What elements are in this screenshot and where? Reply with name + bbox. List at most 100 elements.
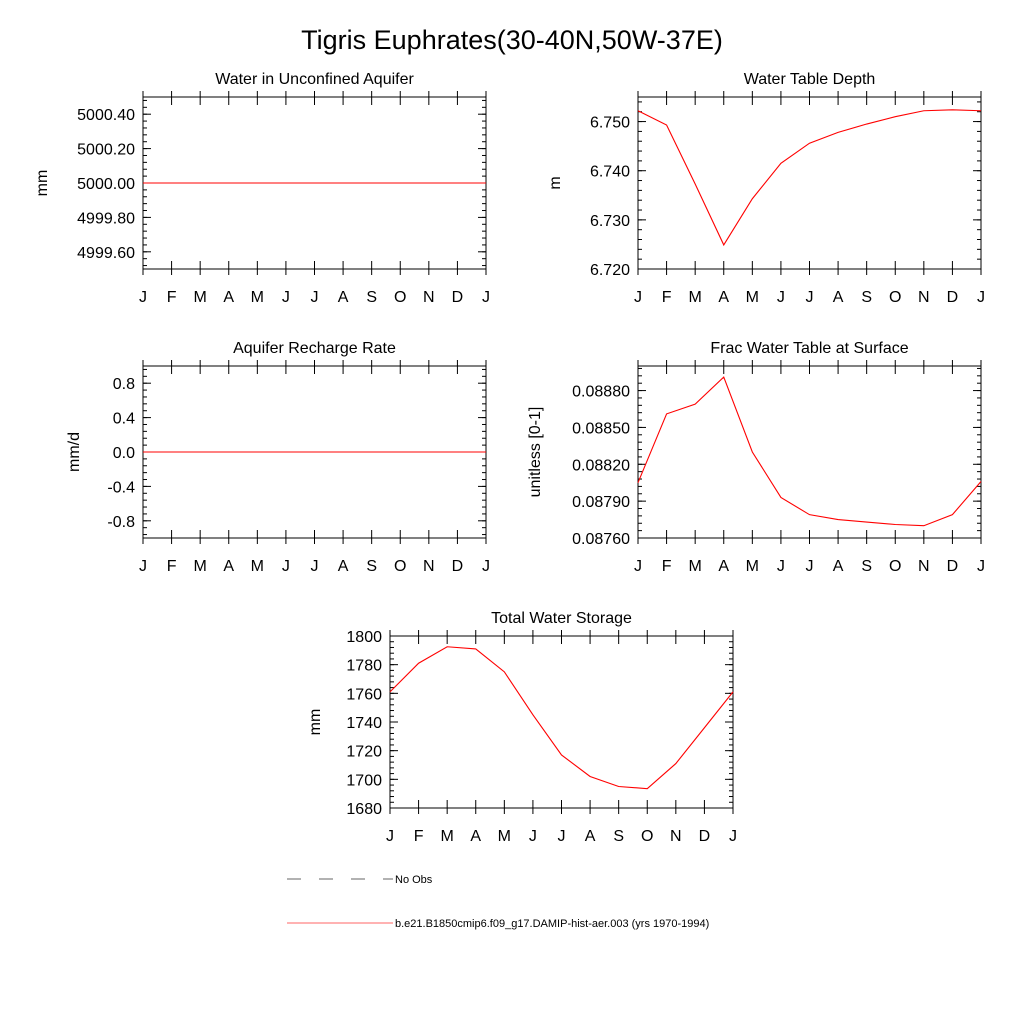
x-tick-label: A: [833, 558, 844, 575]
x-tick-label: M: [441, 828, 454, 845]
x-tick-label: N: [423, 289, 435, 306]
x-tick-label: J: [777, 558, 785, 575]
x-tick-label: S: [366, 289, 377, 306]
y-tick-label: 6.750: [590, 115, 630, 132]
x-tick-label: M: [498, 828, 511, 845]
y-tick-label: 1700: [346, 772, 382, 789]
x-tick-label: O: [394, 289, 406, 306]
legend-entry-2: b.e21.B1850cmip6.f09_g17.DAMIP-hist-aer.…: [287, 918, 709, 930]
plot-frame: [637, 365, 982, 539]
x-tick-label: J: [634, 558, 642, 575]
series-line: [637, 109, 982, 247]
y-tick-label: 5000.20: [77, 142, 135, 159]
x-tick-label: J: [977, 558, 985, 575]
y-tick-label: 1720: [346, 744, 382, 761]
x-tick-label: M: [689, 289, 702, 306]
x-tick-label: J: [729, 828, 737, 845]
chart-panel-5: J F M A M J J A S O N D J168017001720174017601780180…: [307, 610, 737, 845]
y-tick-label: 1780: [346, 658, 382, 675]
x-tick-label: J: [482, 558, 490, 575]
x-tick-label: J: [977, 289, 985, 306]
panel-title: Water in Unconfined Aquifer: [215, 71, 414, 88]
x-tick-label: A: [223, 289, 234, 306]
x-tick-label: M: [251, 289, 264, 306]
x-tick-label: J: [634, 289, 642, 306]
x-tick-label: F: [167, 558, 177, 575]
x-tick-label: N: [918, 289, 930, 306]
y-tick-label: 4999.60: [77, 245, 135, 262]
x-tick-label: J: [139, 558, 147, 575]
legend-label: No Obs: [395, 874, 433, 886]
x-tick-label: S: [861, 289, 872, 306]
x-tick-label: J: [777, 289, 785, 306]
plot-frame: [389, 635, 734, 809]
y-tick-label: 0.08880: [572, 384, 630, 401]
x-tick-label: A: [585, 828, 596, 845]
x-tick-label: A: [338, 289, 349, 306]
y-tick-label: 0.08850: [572, 420, 630, 437]
series-line: [637, 376, 982, 527]
x-tick-label: J: [386, 828, 394, 845]
x-tick-label: N: [918, 558, 930, 575]
x-tick-label: J: [139, 289, 147, 306]
chart-panels: J F M A M J J A S O N D J4999.604999.805000.005000.2…: [34, 71, 985, 845]
y-tick-label: 1680: [346, 801, 382, 818]
x-tick-label: J: [282, 558, 290, 575]
x-tick-label: N: [670, 828, 682, 845]
y-axis-label: mm: [34, 170, 51, 197]
y-tick-label: 1740: [346, 715, 382, 732]
x-tick-label: J: [311, 289, 319, 306]
x-tick-label: F: [662, 289, 672, 306]
x-tick-label: F: [662, 558, 672, 575]
legend-entry-1: No Obs: [287, 874, 433, 886]
x-tick-label: A: [223, 558, 234, 575]
y-tick-label: 0.4: [113, 411, 135, 428]
x-tick-label: F: [414, 828, 424, 845]
y-axis-label: m: [547, 176, 564, 189]
panel-title: Frac Water Table at Surface: [710, 340, 908, 357]
y-tick-label: 0.08760: [572, 531, 630, 548]
x-tick-label: O: [641, 828, 653, 845]
legend-label: b.e21.B1850cmip6.f09_g17.DAMIP-hist-aer.…: [395, 918, 709, 930]
y-axis-label: mm/d: [66, 432, 83, 472]
y-axis-label: mm: [307, 709, 324, 736]
panel-title: Water Table Depth: [744, 71, 876, 88]
x-tick-label: O: [394, 558, 406, 575]
x-tick-label: S: [366, 558, 377, 575]
y-tick-label: 6.740: [590, 164, 630, 181]
x-tick-label: D: [947, 558, 959, 575]
panel-title: Aquifer Recharge Rate: [233, 340, 396, 357]
x-tick-label: J: [311, 558, 319, 575]
series-line: [389, 646, 734, 790]
x-tick-label: M: [194, 558, 207, 575]
x-tick-label: D: [699, 828, 711, 845]
y-tick-label: -0.8: [107, 514, 135, 531]
y-tick-label: 1800: [346, 629, 382, 646]
y-tick-label: 5000.40: [77, 107, 135, 124]
y-tick-label: 6.730: [590, 213, 630, 230]
y-tick-label: 4999.80: [77, 210, 135, 227]
x-tick-label: M: [689, 558, 702, 575]
y-tick-label: 6.720: [590, 262, 630, 279]
y-tick-label: 0.8: [113, 376, 135, 393]
panel-title: Total Water Storage: [491, 610, 632, 627]
x-tick-label: J: [806, 289, 814, 306]
y-tick-label: 0.08790: [572, 494, 630, 511]
y-tick-label: 1760: [346, 686, 382, 703]
y-tick-label: 5000.00: [77, 176, 135, 193]
y-tick-label: 0.0: [113, 445, 135, 462]
x-tick-label: A: [718, 289, 729, 306]
chart-panel-4: J F M A M J J A S O N D J0.087600.087900.088200.0885…: [527, 340, 985, 575]
x-tick-label: D: [452, 558, 464, 575]
x-tick-label: J: [529, 828, 537, 845]
y-tick-label: -0.4: [107, 479, 135, 496]
x-tick-label: N: [423, 558, 435, 575]
x-tick-label: A: [338, 558, 349, 575]
x-tick-label: A: [470, 828, 481, 845]
chart-panel-1: J F M A M J J A S O N D J4999.604999.805000.005000.2…: [34, 71, 490, 306]
x-tick-label: J: [806, 558, 814, 575]
x-tick-label: O: [889, 558, 901, 575]
